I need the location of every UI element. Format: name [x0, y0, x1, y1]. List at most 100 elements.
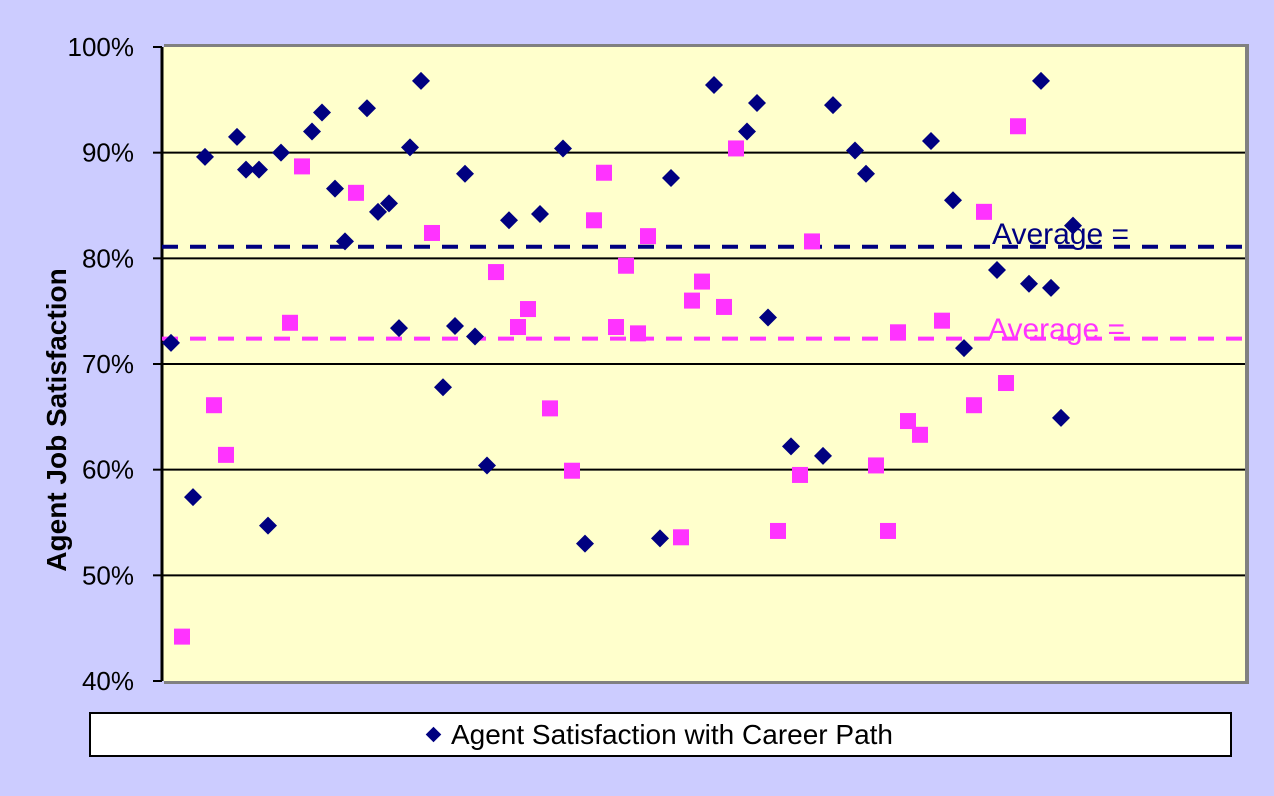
y-axis-ticks: 40% 50% 60% 70% 80% 90% 100%: [68, 32, 162, 696]
square-marker: [608, 319, 624, 336]
legend: Agent Satisfaction with Career Path: [89, 712, 1232, 757]
square-marker: [890, 324, 906, 341]
diamond-marker: [824, 96, 842, 115]
square-marker: [966, 397, 982, 414]
diamond-marker: [944, 191, 962, 210]
y-tick-label: 40%: [82, 666, 134, 696]
diamond-marker: [412, 71, 430, 90]
square-marker: [510, 319, 526, 336]
diamond-marker: [196, 147, 214, 166]
diamond-marker: [313, 103, 331, 122]
diamond-marker: [336, 232, 354, 251]
square-marker: [880, 522, 896, 539]
diamond-marker: [478, 456, 496, 475]
square-marker: [934, 312, 950, 329]
square-marker: [716, 298, 732, 315]
diamond-marker: [748, 94, 766, 113]
square-marker: [542, 400, 558, 417]
diamond-marker-icon: [425, 726, 442, 743]
diamond-marker: [662, 169, 680, 188]
diamond-marker: [228, 127, 246, 146]
diamond-marker: [705, 76, 723, 95]
diamond-marker: [1032, 71, 1050, 90]
diamond-marker: [1042, 278, 1060, 297]
average-label-magenta: Average =: [988, 313, 1125, 346]
diamond-marker: [782, 437, 800, 456]
diamond-marker: [184, 488, 202, 507]
series-squares: [174, 118, 1026, 645]
square-marker: [900, 413, 916, 430]
square-marker: [728, 140, 744, 157]
square-marker: [804, 233, 820, 250]
square-marker: [630, 325, 646, 342]
y-tick-label: 60%: [82, 455, 134, 485]
square-marker: [174, 628, 190, 645]
diamond-marker: [380, 194, 398, 213]
average-label-navy: Average =: [992, 218, 1129, 251]
square-marker: [868, 457, 884, 474]
diamond-marker: [162, 333, 180, 352]
series-diamonds: [162, 71, 1082, 553]
legend-label: Agent Satisfaction with Career Path: [450, 718, 893, 750]
square-marker: [294, 158, 310, 175]
diamond-marker: [446, 316, 464, 335]
square-marker: [1010, 118, 1026, 135]
square-marker: [520, 301, 536, 318]
diamond-marker: [326, 179, 344, 198]
diamond-marker: [651, 529, 669, 548]
diamond-marker: [531, 204, 549, 223]
gridlines: [162, 151, 1245, 577]
diamond-marker: [1052, 408, 1070, 427]
y-tick-label: 70%: [82, 349, 134, 379]
square-marker: [640, 228, 656, 245]
square-marker: [770, 522, 786, 539]
diamond-marker: [846, 141, 864, 160]
square-marker: [282, 314, 298, 331]
diamond-marker: [303, 122, 321, 141]
diamond-marker: [250, 160, 268, 179]
average-labels: Average = Average =: [988, 218, 1129, 346]
square-marker: [218, 446, 234, 463]
square-marker: [586, 212, 602, 229]
diamond-marker: [576, 534, 594, 553]
square-marker: [596, 164, 612, 181]
square-marker: [564, 462, 580, 479]
diamond-marker: [814, 446, 832, 465]
diamond-marker: [456, 164, 474, 183]
square-marker: [348, 184, 364, 201]
diamond-marker: [237, 160, 255, 179]
diamond-marker: [369, 202, 387, 221]
diamond-marker: [390, 319, 408, 338]
square-marker: [424, 224, 440, 241]
square-marker: [998, 375, 1014, 392]
y-axis-title: Agent Job Satisfaction: [41, 268, 72, 571]
square-marker: [673, 529, 689, 546]
diamond-marker: [955, 339, 973, 358]
diamond-marker: [272, 143, 290, 162]
square-marker: [976, 203, 992, 220]
square-marker: [792, 466, 808, 483]
diamond-marker: [988, 260, 1006, 279]
square-marker: [912, 426, 928, 443]
diamond-marker: [500, 211, 518, 230]
square-marker: [206, 397, 222, 414]
y-tick-label: 50%: [82, 560, 134, 590]
diamond-marker: [358, 99, 376, 118]
square-marker: [684, 292, 700, 309]
diamond-marker: [401, 138, 419, 157]
diamond-marker: [1064, 216, 1082, 235]
y-tick-label: 80%: [82, 243, 134, 273]
diamond-marker: [759, 308, 777, 327]
diamond-marker: [554, 139, 572, 158]
square-marker: [488, 264, 504, 281]
diamond-marker: [922, 132, 940, 151]
square-marker: [618, 257, 634, 274]
diamond-marker: [857, 164, 875, 183]
square-marker: [694, 273, 710, 290]
diamond-marker: [259, 516, 277, 535]
diamond-marker: [1020, 274, 1038, 293]
y-tick-label: 90%: [82, 138, 134, 168]
y-tick-label: 100%: [68, 32, 135, 62]
diamond-marker: [738, 122, 756, 141]
